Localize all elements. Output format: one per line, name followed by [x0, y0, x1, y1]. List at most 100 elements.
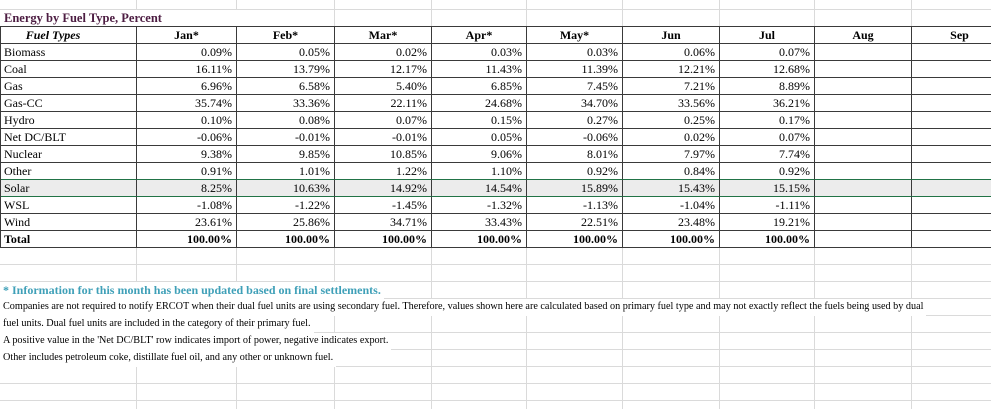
value-cell: 33.56%	[623, 95, 720, 112]
grid-cell	[527, 384, 623, 401]
note-line: A positive value in the 'Net DC/BLT' row…	[0, 333, 392, 350]
grid-cell	[720, 10, 815, 27]
grid-cell	[527, 367, 623, 384]
grid-cell	[237, 384, 335, 401]
grid-cell	[237, 265, 335, 282]
value-cell	[815, 61, 912, 78]
grid-cell	[432, 384, 527, 401]
grid-cell	[137, 401, 237, 409]
grid-cell	[815, 248, 912, 265]
grid-cell	[815, 333, 912, 350]
value-cell: 12.68%	[720, 61, 815, 78]
grid-cell	[815, 265, 912, 282]
grid-cell	[912, 299, 991, 316]
value-cell: 14.54%	[432, 179, 527, 197]
grid-cell	[432, 248, 527, 265]
grid-cell	[720, 401, 815, 409]
value-cell: 0.05%	[237, 44, 335, 61]
grid-cell	[432, 367, 527, 384]
grid-cell	[0, 248, 137, 265]
value-cell	[912, 112, 991, 129]
value-cell: -0.06%	[137, 129, 237, 146]
value-cell: 8.89%	[720, 78, 815, 95]
value-cell	[815, 78, 912, 95]
grid-cell	[912, 367, 991, 384]
value-cell: 0.07%	[720, 129, 815, 146]
value-cell: 23.48%	[623, 214, 720, 231]
grid-cell	[527, 0, 623, 10]
value-cell: 7.74%	[720, 146, 815, 163]
grid-cell	[815, 350, 912, 367]
grid-cell	[912, 384, 991, 401]
grid-cell	[432, 401, 527, 409]
grid-cell	[815, 0, 912, 10]
value-cell: 0.08%	[237, 112, 335, 129]
grid-cell	[137, 367, 237, 384]
grid-cell	[720, 316, 815, 333]
note-line: fuel units. Dual fuel units are included…	[0, 316, 314, 333]
grid-cell	[623, 350, 720, 367]
grid-cell	[912, 282, 991, 299]
grid-cell	[335, 350, 432, 367]
value-cell: 11.43%	[432, 61, 527, 78]
grid-cell	[912, 333, 991, 350]
value-cell: 10.85%	[335, 146, 432, 163]
value-cell: 15.89%	[527, 179, 623, 197]
grid-cell	[623, 384, 720, 401]
row-label: Wind	[0, 214, 137, 231]
value-cell: 6.96%	[137, 78, 237, 95]
value-cell	[815, 197, 912, 214]
grid-cell	[912, 350, 991, 367]
value-cell: 11.39%	[527, 61, 623, 78]
column-header: Jun	[623, 27, 720, 44]
grid-cell	[623, 401, 720, 409]
total-cell: 100.00%	[137, 231, 237, 248]
value-cell	[912, 146, 991, 163]
grid-cell	[623, 282, 720, 299]
grid-cell	[815, 367, 912, 384]
value-cell: -1.32%	[432, 197, 527, 214]
value-cell: 19.21%	[720, 214, 815, 231]
value-cell: -1.08%	[137, 197, 237, 214]
grid-cell	[720, 333, 815, 350]
value-cell: 0.06%	[623, 44, 720, 61]
value-cell: -1.45%	[335, 197, 432, 214]
value-cell: 5.40%	[335, 78, 432, 95]
value-cell	[912, 95, 991, 112]
grid-cell	[815, 316, 912, 333]
value-cell: 0.02%	[335, 44, 432, 61]
value-cell: 10.63%	[237, 179, 335, 197]
grid-cell	[335, 384, 432, 401]
row-label: Hydro	[0, 112, 137, 129]
total-cell: 100.00%	[432, 231, 527, 248]
value-cell: 0.02%	[623, 129, 720, 146]
value-cell: 0.09%	[137, 44, 237, 61]
value-cell: -0.01%	[335, 129, 432, 146]
grid-cell	[137, 265, 237, 282]
value-cell: 24.68%	[432, 95, 527, 112]
value-cell	[815, 214, 912, 231]
value-cell: 36.21%	[720, 95, 815, 112]
row-label: Net DC/BLT	[0, 129, 137, 146]
row-label: Solar	[0, 179, 137, 197]
row-label: Gas	[0, 78, 137, 95]
grid-cell	[527, 10, 623, 27]
grid-cell	[720, 248, 815, 265]
grid-cell	[912, 248, 991, 265]
grid-cell	[237, 401, 335, 409]
grid-cell	[815, 282, 912, 299]
row-label: Gas-CC	[0, 95, 137, 112]
value-cell: 0.03%	[432, 44, 527, 61]
value-cell	[912, 61, 991, 78]
note-line: Other includes petroleum coke, distillat…	[0, 350, 337, 367]
value-cell: 7.21%	[623, 78, 720, 95]
grid-cell	[335, 367, 432, 384]
value-cell: 8.25%	[137, 179, 237, 197]
grid-cell	[237, 0, 335, 10]
value-cell: 6.58%	[237, 78, 335, 95]
value-cell	[912, 44, 991, 61]
grid-cell	[720, 0, 815, 10]
grid-cell	[335, 10, 432, 27]
notes-heading: * Information for this month has been up…	[0, 282, 384, 299]
grid-cell	[432, 333, 527, 350]
